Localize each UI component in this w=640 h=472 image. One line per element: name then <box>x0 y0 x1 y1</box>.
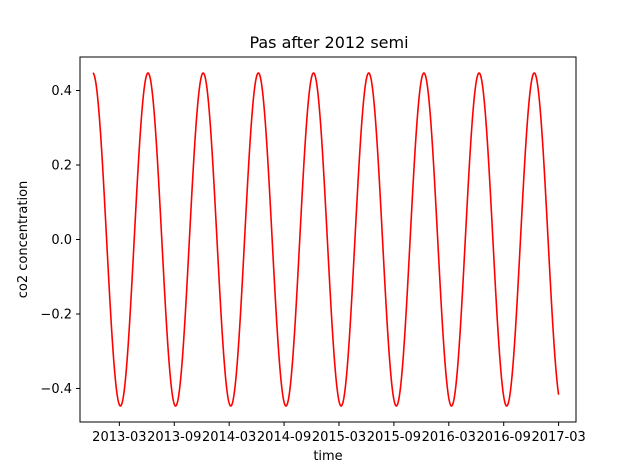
chart-title: Pas after 2012 semi <box>249 33 408 52</box>
series-line <box>92 72 560 407</box>
y-tick-label: 0.4 <box>51 84 72 99</box>
x-tick-label: 2017-03 <box>531 430 585 445</box>
x-tick-label: 2013-09 <box>147 430 201 445</box>
x-tick-label: 2015-03 <box>312 430 366 445</box>
y-tick-label: 0.0 <box>51 233 72 248</box>
y-axis-ticks: −0.4 −0.2 0.0 0.2 0.4 <box>40 84 80 397</box>
x-axis-label: time <box>313 449 342 464</box>
x-axis-ticks: 2013-03 2013-09 2014-03 2014-09 2015-03 2015-… <box>92 422 586 445</box>
x-tick-label: 2014-03 <box>202 430 256 445</box>
x-tick-label: 2013-03 <box>92 430 146 445</box>
y-tick-label: −0.2 <box>40 307 72 322</box>
x-tick-label: 2016-03 <box>422 430 476 445</box>
x-tick-label: 2015-09 <box>367 430 421 445</box>
y-axis-label: co2 concentration <box>16 181 31 299</box>
x-tick-label: 2016-09 <box>477 430 531 445</box>
x-tick-label: 2014-09 <box>257 430 311 445</box>
y-tick-label: 0.2 <box>51 159 72 174</box>
y-tick-label: −0.4 <box>40 382 72 397</box>
